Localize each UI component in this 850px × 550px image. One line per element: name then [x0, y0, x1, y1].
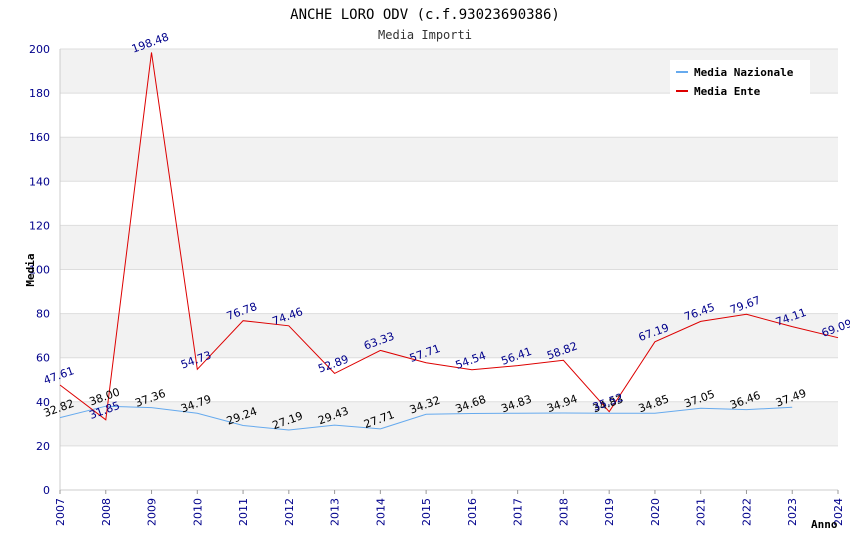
x-tick-labels: 2007 2008 2009 2010 2011 2012 2013 2014 2015 2016…: [54, 498, 845, 526]
x-tick-label: 2014: [374, 498, 387, 526]
x-tick-label: 2008: [100, 498, 113, 526]
y-tick-label: 140: [29, 175, 50, 188]
x-tick-label: 2013: [329, 498, 342, 526]
data-label: 47.61: [42, 364, 76, 387]
x-tick-label: 2018: [557, 498, 570, 526]
x-tick-label: 2019: [603, 498, 616, 526]
legend-entry: Media Nazionale: [694, 66, 794, 79]
series-line-1: [59, 52, 839, 421]
plot-band: [60, 313, 838, 358]
chart-title: ANCHE LORO ODV (c.f.93023690386): [290, 7, 560, 23]
y-tick-label: 100: [29, 264, 50, 277]
x-tick-label: 2022: [740, 498, 753, 526]
y-tick-label: 40: [36, 396, 50, 409]
x-tick-label: 2024: [832, 498, 845, 526]
y-tick-label: 20: [36, 440, 50, 453]
series-lines: [59, 52, 839, 431]
x-tick-label: 2007: [54, 498, 67, 526]
x-tick-label: 2020: [649, 498, 662, 526]
legend-entry: Media Ente: [694, 85, 761, 98]
x-tick-label: 2015: [420, 498, 433, 526]
y-axis-label: Media: [24, 253, 37, 286]
x-tick-label: 2012: [283, 498, 296, 526]
legend-box: [670, 60, 810, 98]
series-line-0: [59, 405, 793, 431]
x-tick-label: 2016: [466, 498, 479, 526]
x-axis-label: Anno: [811, 518, 838, 531]
plot-band: [60, 137, 838, 182]
y-tick-labels: 0 20 40 60 80 100 120 140 160 180 200: [29, 43, 50, 497]
chart-subtitle: Media Importi: [378, 28, 472, 42]
x-tick-label: 2023: [786, 498, 799, 526]
plot-band: [60, 401, 838, 446]
y-tick-label: 180: [29, 87, 50, 100]
data-label: 79.67: [728, 294, 762, 317]
y-tick-label: 120: [29, 219, 50, 232]
x-tick-label: 2009: [146, 498, 159, 526]
plot-band: [60, 225, 838, 270]
y-tick-label: 200: [29, 43, 50, 56]
y-tick-label: 160: [29, 131, 50, 144]
y-tick-label: 0: [43, 484, 50, 497]
plot-bands: [60, 49, 838, 446]
x-tick-label: 2021: [695, 498, 708, 526]
x-tick-label: 2017: [512, 498, 525, 526]
x-tick-label: 2010: [191, 498, 204, 526]
y-tick-label: 60: [36, 352, 50, 365]
axes: [59, 49, 839, 494]
x-tick-label: 2011: [237, 498, 250, 526]
legend: Media Nazionale Media Ente: [670, 60, 810, 98]
y-tick-label: 80: [36, 308, 50, 321]
